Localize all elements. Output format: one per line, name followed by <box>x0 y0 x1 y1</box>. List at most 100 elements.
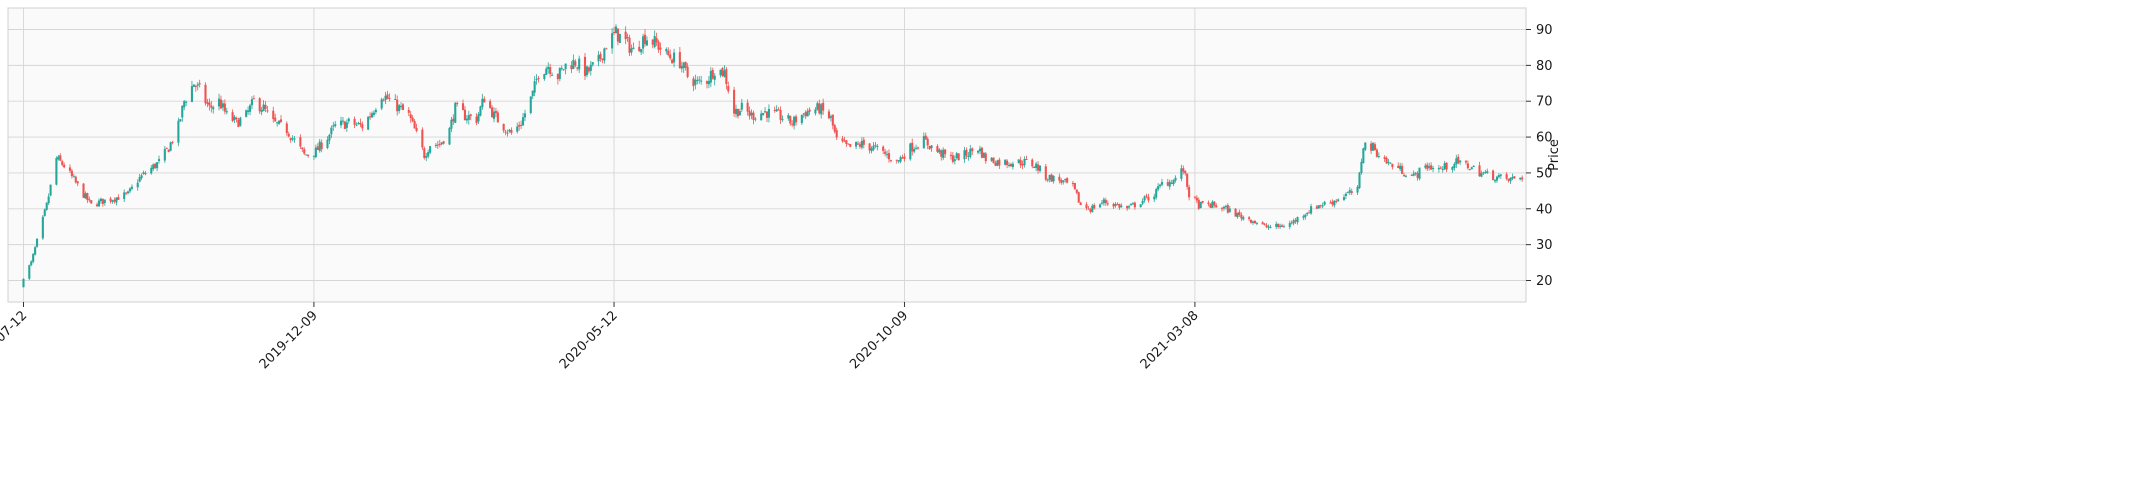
candle <box>136 179 139 191</box>
candle <box>564 63 567 75</box>
candle <box>427 149 430 159</box>
candle-body <box>1240 214 1243 219</box>
candle <box>767 104 770 123</box>
candle-body <box>117 197 120 200</box>
candle <box>411 115 414 123</box>
candle-body <box>523 113 527 118</box>
candle-body <box>994 162 997 166</box>
candle <box>953 155 956 165</box>
candle <box>841 135 844 143</box>
candle <box>32 253 35 264</box>
candle-body <box>1100 202 1104 204</box>
candle <box>1445 162 1448 173</box>
candle-body <box>463 109 466 121</box>
candle-body <box>1306 212 1309 215</box>
candle-body <box>1133 202 1136 208</box>
candles <box>22 24 1524 288</box>
candle-body <box>876 146 879 148</box>
candle <box>971 147 974 156</box>
candle <box>30 260 33 267</box>
candle-body <box>1011 163 1014 167</box>
candle-body <box>734 108 738 115</box>
candle <box>740 99 743 113</box>
candle <box>982 152 985 158</box>
candle <box>109 196 112 204</box>
candle-body <box>922 136 925 149</box>
candle-body <box>361 124 364 129</box>
candle <box>750 109 753 120</box>
candle <box>583 53 587 81</box>
candle-body <box>1188 187 1191 198</box>
candle-body <box>479 106 482 116</box>
candle-body <box>247 110 250 113</box>
candle <box>287 131 290 138</box>
candle-body <box>210 105 213 108</box>
candle-body <box>1236 212 1239 218</box>
candle-body <box>438 143 441 145</box>
candle <box>1007 162 1011 168</box>
candle <box>208 98 211 111</box>
candle <box>814 107 817 116</box>
candle-body <box>467 115 470 120</box>
candle <box>1484 169 1487 174</box>
candle <box>1441 166 1444 173</box>
candle <box>380 97 383 111</box>
candle <box>128 187 132 194</box>
candle-body <box>386 94 389 99</box>
candle-body <box>969 148 972 157</box>
candle-body <box>591 62 594 65</box>
candle <box>1031 158 1034 169</box>
candle <box>733 86 736 117</box>
candle-body <box>103 199 106 204</box>
candle-body <box>429 146 432 153</box>
candle <box>949 151 952 160</box>
candle-body <box>374 109 377 113</box>
candle-body <box>1519 177 1522 180</box>
candle <box>533 76 536 97</box>
candle <box>1141 198 1144 206</box>
candle-body <box>450 119 453 129</box>
candle <box>171 140 174 145</box>
candle-body <box>239 117 242 126</box>
candle-body <box>1213 201 1216 206</box>
candle <box>314 144 317 159</box>
candle-body <box>963 150 966 160</box>
candle <box>1457 154 1460 165</box>
candle-body <box>221 103 224 108</box>
candle <box>179 118 182 123</box>
candle <box>477 112 480 125</box>
candle <box>587 66 590 74</box>
candle <box>318 138 321 153</box>
candle <box>1226 203 1229 214</box>
candle-body <box>357 122 360 124</box>
candle <box>665 47 668 55</box>
candle <box>1102 197 1105 206</box>
candle <box>578 55 581 73</box>
candle-body <box>411 117 414 122</box>
candle-body <box>1383 157 1386 159</box>
candle-body <box>887 153 891 160</box>
y-tick-label: 70 <box>1536 95 1553 110</box>
candle <box>57 155 60 161</box>
candle <box>456 101 459 107</box>
candle-body <box>1129 204 1133 206</box>
candle-body <box>43 209 46 216</box>
candle <box>125 191 128 196</box>
candle-body <box>142 172 145 175</box>
candle <box>831 114 834 130</box>
candle-body <box>248 105 252 112</box>
candle <box>384 91 387 105</box>
candle-body <box>570 65 573 70</box>
candle-body <box>1445 162 1448 170</box>
candle-body <box>1507 178 1510 181</box>
candle <box>1373 142 1377 151</box>
candle-body <box>738 111 741 116</box>
candle-body <box>35 238 39 247</box>
candle-body <box>659 47 662 50</box>
candle-body <box>409 114 412 119</box>
candle <box>1004 159 1007 166</box>
candle-body <box>1046 179 1049 181</box>
candle <box>1234 208 1237 217</box>
candle <box>1472 164 1475 168</box>
candle-body <box>976 150 980 153</box>
